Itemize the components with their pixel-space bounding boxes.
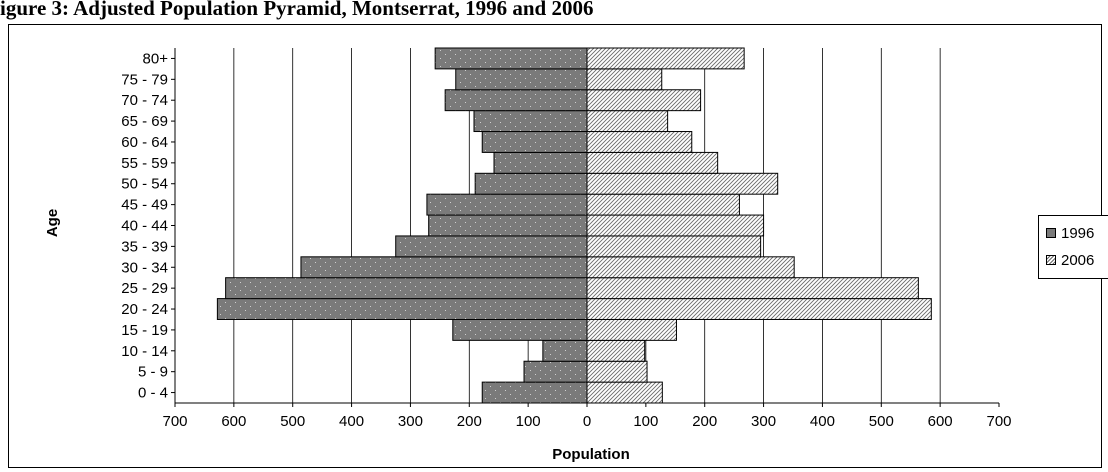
y-tick-label: 45 - 49 [121,197,168,214]
x-tick-label: 700 [162,413,187,430]
legend-item-1996: 1996 [1046,223,1094,243]
bar-2006-60-64 [586,131,693,153]
bar-1996-25-29 [225,277,588,300]
bar-2006-45-49 [586,193,740,216]
x-tick-label: 700 [986,413,1011,430]
x-tick-label: 200 [457,413,482,430]
x-axis-title: Population [552,446,630,463]
bar-1996-45-49 [426,193,588,216]
bar-1996-15-19 [452,318,588,341]
bar-1996-80plus [434,47,588,70]
legend-label-1996: 1996 [1061,224,1095,242]
y-tick-label: 25 - 29 [121,280,168,297]
bar-2006-75-79 [586,68,663,91]
legend-item-2006: 2006 [1046,250,1094,270]
bar-1996-5-9 [523,360,588,383]
bar-2006-10-14 [586,339,646,362]
bar-2006-5-9 [586,360,648,383]
bar-2006-35-39 [586,235,762,258]
x-tick-label: 100 [516,413,541,430]
bar-1996-40-44 [428,214,588,237]
bar-2006-25-29 [586,277,919,300]
x-tick-label: 0 [583,413,591,430]
bar-2006-70-74 [586,89,702,112]
y-tick-label: 10 - 14 [121,343,168,360]
legend-label-2006: 2006 [1061,251,1095,269]
x-tick-label: 600 [221,413,246,430]
x-tick-label: 100 [633,413,658,430]
legend-swatch-2006 [1046,255,1056,265]
x-tick-label: 400 [810,413,835,430]
y-axis-title: Age [44,209,61,237]
bar-1996-30-34 [300,256,588,279]
y-tick-label: 65 - 69 [121,113,168,130]
x-tick-label: 500 [869,413,894,430]
x-tick-label: 200 [692,413,717,430]
bar-2006-55-59 [586,151,719,174]
x-tick-label: 600 [928,413,953,430]
population-pyramid-chart: 700 600 500 400 300 200 100 0 100 200 300 400 500 600… [44,47,1012,463]
y-tick-label: 5 - 9 [138,364,168,381]
bar-1996-20-24 [216,298,588,320]
bar-layer [216,47,932,404]
bar-2006-65-69 [586,110,669,133]
axis-layer: 700 600 500 400 300 200 100 0 100 200 300 400 500 600… [121,48,1012,430]
y-tick-label: 20 - 24 [121,301,168,318]
x-tick-label: 400 [339,413,364,430]
bar-1996-55-59 [493,151,588,174]
bar-1996-60-64 [481,131,588,153]
x-tick-label: 300 [751,413,776,430]
y-tick-label: 0 - 4 [138,385,168,402]
bar-2006-15-19 [586,318,677,341]
bar-1996-10-14 [542,339,588,362]
x-tick-label: 500 [280,413,305,430]
x-tick-label: 300 [398,413,423,430]
y-tick-label: 55 - 59 [121,155,168,172]
figure-heading: igure 3: Adjusted Population Pyramid, Mo… [0,0,594,20]
bar-1996-75-79 [455,68,588,91]
legend-swatch-1996 [1046,228,1056,238]
bar-2006-30-34 [586,256,795,279]
bar-1996-65-69 [473,110,588,133]
bar-2006-50-54 [586,172,779,195]
y-tick-label: 75 - 79 [121,71,168,88]
bar-1996-0-4 [481,381,588,404]
y-tick-label: 15 - 19 [121,322,168,339]
bar-2006-80plus [586,47,745,70]
bar-1996-50-54 [474,172,588,195]
chart-frame: 700 600 500 400 300 200 100 0 100 200 300 400 500 600… [8,24,1108,468]
bar-1996-35-39 [395,235,588,258]
y-tick-label: 50 - 54 [121,176,168,193]
bar-2006-0-4 [586,381,663,404]
y-tick-label: 60 - 64 [121,134,168,151]
y-tick-label: 40 - 44 [121,218,168,235]
y-tick-label: 35 - 39 [121,238,168,255]
bar-1996-70-74 [444,89,588,112]
bar-2006-40-44 [586,214,765,237]
y-tick-label: 70 - 74 [121,92,168,109]
y-tick-label: 30 - 34 [121,259,168,276]
y-tick-label: 80+ [143,50,169,67]
legend: 1996 2006 [1038,215,1108,279]
bar-2006-20-24 [586,298,932,320]
